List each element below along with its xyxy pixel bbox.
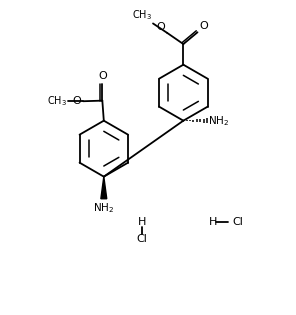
Text: O: O — [157, 22, 165, 32]
Text: NH$_2$: NH$_2$ — [93, 201, 114, 215]
Text: O: O — [98, 72, 107, 82]
Text: Cl: Cl — [137, 233, 147, 243]
Text: CH$_3$: CH$_3$ — [47, 94, 67, 108]
Text: O: O — [73, 96, 81, 106]
Text: H: H — [209, 217, 217, 227]
Text: Cl: Cl — [232, 217, 243, 227]
Text: H: H — [138, 217, 146, 227]
Text: O: O — [199, 21, 208, 31]
Text: CH$_3$: CH$_3$ — [132, 9, 152, 22]
Text: NH$_2$: NH$_2$ — [208, 114, 229, 128]
Polygon shape — [101, 177, 107, 199]
